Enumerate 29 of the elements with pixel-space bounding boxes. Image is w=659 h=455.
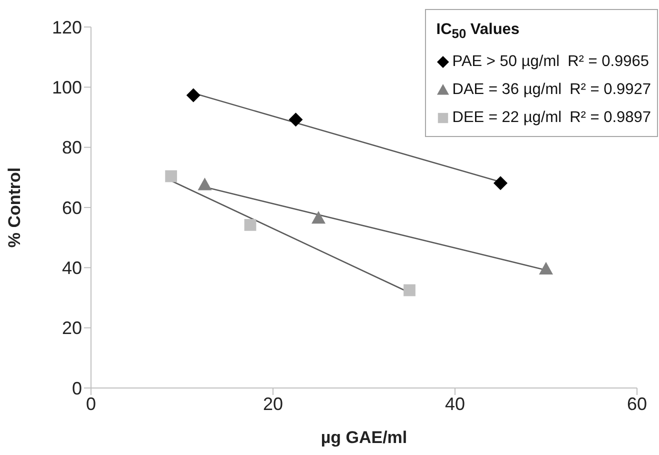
point xyxy=(312,211,326,224)
x-tick-label: 40 xyxy=(444,394,466,414)
y-tick-label: 20 xyxy=(62,318,82,338)
y-tick-label: 0 xyxy=(72,378,82,398)
y-tick-label: 100 xyxy=(52,78,82,98)
x-tick-label: 0 xyxy=(86,394,96,414)
y-tick-label: 80 xyxy=(62,138,82,158)
point xyxy=(494,176,508,190)
annotation: R² = 0.9897 xyxy=(570,109,651,126)
legend-title: IC$_{50}$ Values xyxy=(436,21,520,42)
point xyxy=(165,170,178,182)
legend-label: DEE = 22 µg/ml xyxy=(452,109,562,126)
point xyxy=(404,284,416,296)
point xyxy=(539,262,553,274)
point xyxy=(244,219,256,231)
x-axis-title: µg GAE/ml xyxy=(320,428,408,447)
point xyxy=(198,178,212,190)
point xyxy=(288,112,303,127)
legend-label: PAE > 50 µg/ml xyxy=(452,53,560,70)
y-tick-label: 60 xyxy=(62,198,82,218)
x-tick-label: 60 xyxy=(626,394,648,414)
point xyxy=(186,88,200,102)
y-tick-label: 120 xyxy=(52,17,82,38)
y-tick-label: 40 xyxy=(62,258,82,278)
x-tick-label: 20 xyxy=(262,394,284,414)
y-axis-title: % Control xyxy=(5,167,24,248)
annotation: R² = 0.9927 xyxy=(570,81,651,98)
annotation: R² = 0.9965 xyxy=(568,53,649,70)
legend-label: DAE = 36 µg/ml xyxy=(452,81,562,98)
